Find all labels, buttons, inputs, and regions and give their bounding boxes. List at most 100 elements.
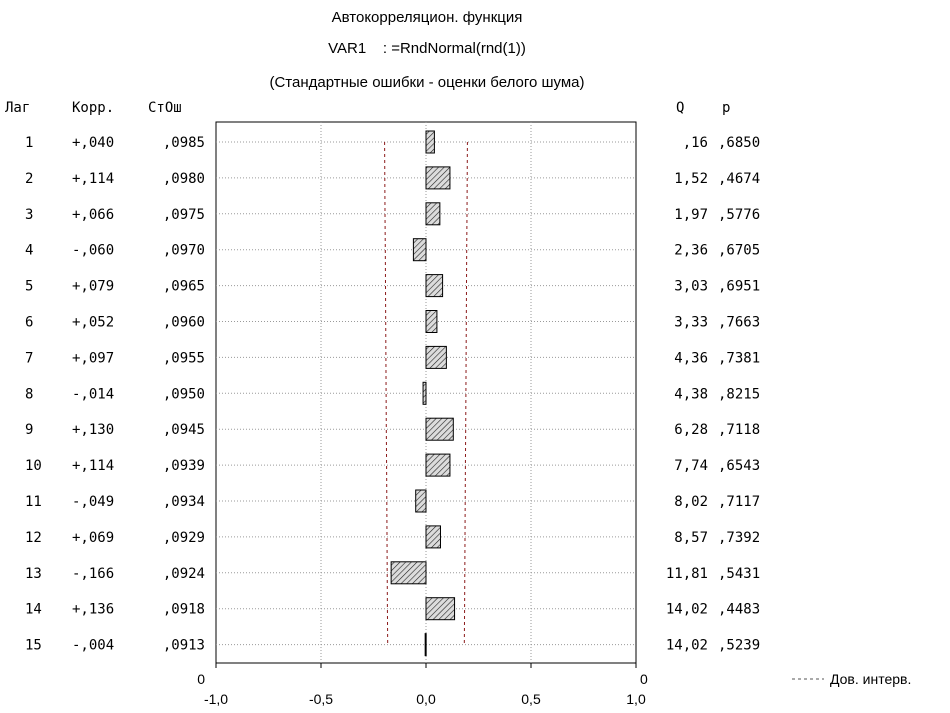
header-p: p xyxy=(722,100,730,116)
p-label: ,5431 xyxy=(718,566,760,582)
acf-bar-lag-14 xyxy=(425,597,456,621)
bars xyxy=(390,130,456,657)
q-label: 3,03 xyxy=(674,279,708,295)
p-label: ,6850 xyxy=(718,135,760,151)
legend-label: Дов. интерв. xyxy=(830,671,911,687)
corr-label: +,114 xyxy=(72,458,114,474)
se-label: ,0965 xyxy=(163,279,205,295)
x-axis: 0 0 -1,0 -0,5 0,0 0,5 1,0 xyxy=(197,663,648,707)
acf-bar-lag-8 xyxy=(422,381,427,405)
lag-label: 6 xyxy=(25,315,33,331)
se-label: ,0918 xyxy=(163,602,205,618)
lag-label: 5 xyxy=(25,279,33,295)
corr-label: -,049 xyxy=(72,494,114,510)
p-label: ,7663 xyxy=(718,315,760,331)
axis-zero-left: 0 xyxy=(197,671,205,687)
se-label: ,0970 xyxy=(163,243,205,259)
acf-bar-lag-2 xyxy=(425,166,451,190)
x-tick-label: 0,0 xyxy=(416,691,436,707)
se-label: ,0955 xyxy=(163,350,205,366)
header-q: Q xyxy=(676,100,684,116)
corr-label: -,060 xyxy=(72,243,114,259)
se-label: ,0934 xyxy=(163,494,205,510)
q-label: 3,33 xyxy=(674,315,708,331)
se-label: ,0975 xyxy=(163,207,205,223)
p-label: ,7381 xyxy=(718,350,760,366)
q-label: 4,38 xyxy=(674,386,708,402)
lag-label: 1 xyxy=(25,135,33,151)
lag-label: 9 xyxy=(25,422,33,438)
acf-bar-lag-1 xyxy=(425,130,435,154)
se-label: ,0985 xyxy=(163,135,205,151)
lag-label: 2 xyxy=(25,171,33,187)
p-label: ,6951 xyxy=(718,279,760,295)
se-label: ,0924 xyxy=(163,566,205,582)
acf-bar-lag-5 xyxy=(425,274,444,298)
x-tick-label: 0,5 xyxy=(521,691,541,707)
row-labels: 1 +,040 ,0985 ,16 ,6850 2 +,114 ,0980 1,52 ,4674 3… xyxy=(25,135,760,654)
acf-bar-lag-7 xyxy=(425,345,447,369)
q-label: 1,52 xyxy=(674,171,708,187)
acf-bar-lag-13 xyxy=(390,561,427,585)
corr-label: +,069 xyxy=(72,530,114,546)
acf-bar-lag-3 xyxy=(425,202,441,226)
corr-label: +,079 xyxy=(72,279,114,295)
acf-bar-lag-9 xyxy=(425,417,454,441)
se-label: ,0945 xyxy=(163,422,205,438)
corr-label: +,066 xyxy=(72,207,114,223)
p-label: ,5776 xyxy=(718,207,760,223)
axis-zero-right: 0 xyxy=(640,671,648,687)
corr-label: +,040 xyxy=(72,135,114,151)
lag-label: 15 xyxy=(25,638,42,654)
p-label: ,7117 xyxy=(718,494,760,510)
acf-bar-lag-4 xyxy=(412,238,427,262)
se-label: ,0913 xyxy=(163,638,205,654)
acf-bar-lag-11 xyxy=(415,489,427,513)
se-label: ,0960 xyxy=(163,315,205,331)
se-label: ,0980 xyxy=(163,171,205,187)
corr-label: +,114 xyxy=(72,171,114,187)
q-label: 7,74 xyxy=(674,458,708,474)
q-label: ,16 xyxy=(683,135,708,151)
p-label: ,6543 xyxy=(718,458,760,474)
q-label: 14,02 xyxy=(666,602,708,618)
header-corr: Корр. xyxy=(72,100,114,116)
p-label: ,6705 xyxy=(718,243,760,259)
p-label: ,4674 xyxy=(718,171,760,187)
lag-label: 13 xyxy=(25,566,42,582)
q-label: 1,97 xyxy=(674,207,708,223)
lag-label: 12 xyxy=(25,530,42,546)
se-label: ,0929 xyxy=(163,530,205,546)
x-tick-label: -0,5 xyxy=(309,691,333,707)
acf-bar-lag-6 xyxy=(425,310,438,333)
x-tick-label: -1,0 xyxy=(204,691,228,707)
q-label: 4,36 xyxy=(674,350,708,366)
corr-label: +,052 xyxy=(72,315,114,331)
chart-title: Автокорреляцион. функция xyxy=(331,9,523,26)
lag-label: 3 xyxy=(25,207,33,223)
corr-label: +,130 xyxy=(72,422,114,438)
q-label: 6,28 xyxy=(674,422,708,438)
p-label: ,8215 xyxy=(718,386,760,402)
x-tick-label: 1,0 xyxy=(626,691,646,707)
lag-label: 7 xyxy=(25,350,33,366)
header-lag: Лаг xyxy=(5,100,30,116)
q-label: 14,02 xyxy=(666,638,708,654)
chart-subtitle-variable: VAR1 : =RndNormal(rnd(1)) xyxy=(328,40,526,57)
chart-subtitle-note: (Стандартные ошибки - оценки белого шума… xyxy=(269,74,585,91)
acf-bar-lag-15 xyxy=(424,633,427,657)
corr-label: +,097 xyxy=(72,350,114,366)
q-label: 2,36 xyxy=(674,243,708,259)
lag-label: 4 xyxy=(25,243,33,259)
q-label: 11,81 xyxy=(666,566,708,582)
p-label: ,7392 xyxy=(718,530,760,546)
acf-bar-lag-10 xyxy=(425,453,451,477)
corr-label: -,166 xyxy=(72,566,114,582)
lag-label: 10 xyxy=(25,458,42,474)
p-label: ,4483 xyxy=(718,602,760,618)
p-label: ,5239 xyxy=(718,638,760,654)
q-label: 8,57 xyxy=(674,530,708,546)
corr-label: +,136 xyxy=(72,602,114,618)
lag-label: 11 xyxy=(25,494,42,510)
